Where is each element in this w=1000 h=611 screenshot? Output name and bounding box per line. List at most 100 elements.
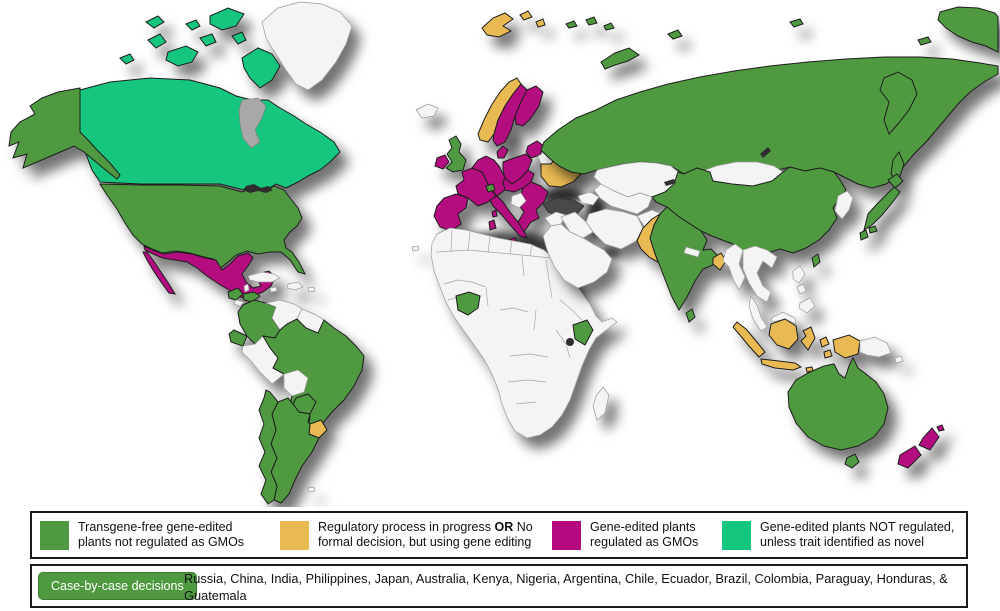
country-iran xyxy=(585,208,644,250)
lake-balkhash xyxy=(664,179,676,186)
country-guatemala xyxy=(227,287,244,301)
country-united-kingdom xyxy=(445,135,467,173)
country-belize xyxy=(243,283,250,293)
legend-case-by-case: Case-by-case decisions Russia, China, In… xyxy=(30,564,968,608)
country-kenya xyxy=(572,319,594,346)
country-malaysia-borneo xyxy=(770,311,797,325)
country-cuba xyxy=(247,271,281,283)
island-shikoku xyxy=(868,225,878,234)
country-pakistan xyxy=(636,212,662,264)
legend-label-spring-green-line2: unless trait identified as novel xyxy=(760,535,924,550)
island-wrangel xyxy=(917,36,932,46)
island-corsica xyxy=(491,209,498,218)
country-novaya-zemlya xyxy=(600,47,640,70)
island-kyushu xyxy=(859,229,869,241)
island-sardinia xyxy=(488,219,497,231)
indonesia-group xyxy=(732,318,861,373)
island-small-3 xyxy=(231,31,247,45)
country-bolivia xyxy=(283,369,309,397)
island-nz-tip xyxy=(936,424,945,432)
country-sakhalin xyxy=(890,151,905,183)
country-italy xyxy=(489,195,528,239)
lake-baikal xyxy=(760,147,771,158)
island-sumatra xyxy=(732,321,766,358)
legend-label-magenta-line1: Gene-edited plants xyxy=(590,520,696,534)
country-western-balkans xyxy=(510,192,527,209)
island-moluccas-2 xyxy=(823,349,833,359)
country-madagascar xyxy=(592,386,610,421)
africa-internal-borders xyxy=(435,229,583,405)
island-nz-south xyxy=(897,445,922,469)
world-map xyxy=(8,1,999,505)
country-svalbard-3 xyxy=(535,18,546,28)
legend-label-magenta: Gene-edited plants regulated as GMOs xyxy=(590,520,698,551)
country-nepal xyxy=(683,246,701,258)
country-russia-northeast xyxy=(937,6,999,53)
continent-oceania xyxy=(787,356,945,469)
hudson-bay xyxy=(238,97,267,149)
island-nz-north xyxy=(918,427,940,451)
country-switzerland xyxy=(485,183,496,193)
country-canada xyxy=(79,77,341,191)
country-iceland xyxy=(415,103,439,119)
legend-label-spring-green-line1: Gene-edited plants NOT regulated, xyxy=(760,520,955,534)
island-small-4 xyxy=(185,19,201,31)
legend-label-yellow-post: No formal decision, but using gene editi… xyxy=(318,520,533,550)
country-tasmania xyxy=(844,453,860,469)
island-ellesmere xyxy=(209,7,245,31)
country-ecuador xyxy=(228,329,248,347)
lakes xyxy=(238,97,771,346)
island-franz-josef-3 xyxy=(603,22,615,31)
legend-label-spring-green: Gene-edited plants NOT regulated, unless… xyxy=(760,520,954,551)
country-caucasus xyxy=(577,191,600,206)
island-luzon xyxy=(792,265,806,284)
country-alaska xyxy=(8,87,121,180)
legend-swatch-magenta xyxy=(552,521,581,550)
legend-swatch-green xyxy=(40,521,69,550)
legend-label-green-line1: Transgene-free gene-edited xyxy=(78,520,233,534)
island-sulawesi xyxy=(800,326,816,351)
country-finland xyxy=(514,85,544,127)
new-zealand-group xyxy=(897,424,945,469)
country-china xyxy=(651,166,847,255)
island-small-5 xyxy=(145,15,165,29)
island-franz-josef-1 xyxy=(565,20,578,29)
country-arabian-peninsula xyxy=(542,223,613,289)
island-small-1 xyxy=(119,53,135,65)
philippines-group xyxy=(792,265,816,314)
arctic-russia-islands-group xyxy=(565,16,932,46)
legend-label-green: Transgene-free gene-edited plants not re… xyxy=(78,520,244,551)
case-by-case-country-list: Russia, China, India, Philippines, Japan… xyxy=(184,571,948,603)
island-java xyxy=(760,358,803,371)
country-svalbard-2 xyxy=(519,10,533,21)
island-west-papua xyxy=(832,334,861,359)
legend-label-yellow-bold: OR xyxy=(494,520,514,534)
country-malay-peninsula xyxy=(748,295,768,332)
country-mexico-baja xyxy=(142,251,176,295)
country-falkland-islands xyxy=(307,486,316,493)
country-papua-new-guinea xyxy=(859,336,892,358)
legend-label-yellow-pre: Regulatory process in progress xyxy=(318,520,495,534)
continent-north-america xyxy=(8,1,353,321)
country-svalbard xyxy=(481,12,514,38)
island-victoria xyxy=(165,45,199,67)
lake-victoria xyxy=(566,338,574,346)
island-hokkaido xyxy=(887,173,904,189)
country-korea xyxy=(834,190,854,220)
country-sri-lanka xyxy=(685,308,696,323)
island-small-2 xyxy=(199,33,217,47)
continent-asia xyxy=(540,6,999,373)
country-puerto-rico xyxy=(307,286,316,293)
continent-south-america xyxy=(228,299,365,505)
country-chile xyxy=(258,389,279,505)
island-new-siberian xyxy=(789,18,804,28)
legend-swatch-spring-green xyxy=(722,521,751,550)
country-australia xyxy=(787,356,889,451)
island-visayas xyxy=(796,283,807,295)
island-baffin xyxy=(241,47,281,89)
island-kalimantan xyxy=(768,318,799,350)
country-iberia xyxy=(433,193,469,232)
country-indochina xyxy=(742,245,778,303)
continent-europe xyxy=(415,10,585,247)
